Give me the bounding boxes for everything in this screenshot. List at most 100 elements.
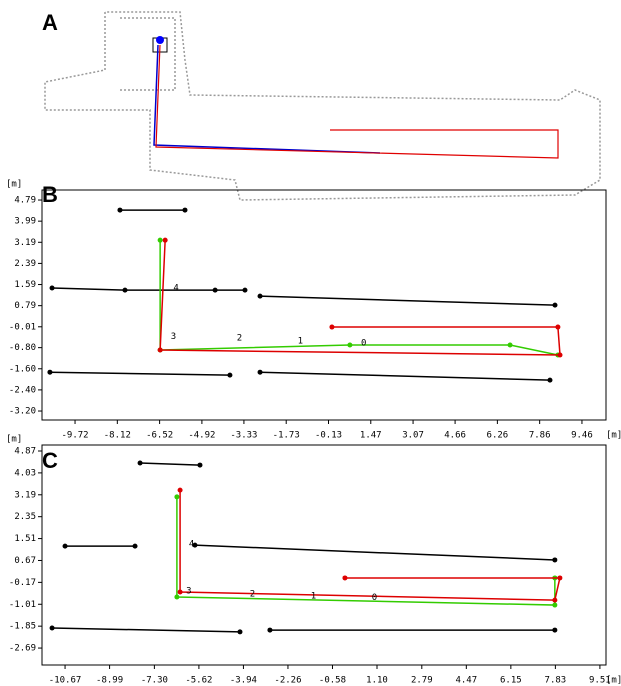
- x-tick-label: 3.07: [402, 431, 424, 441]
- y-tick-label: 3.99: [14, 217, 36, 227]
- y-tick-label: -0.80: [9, 343, 36, 353]
- node: [47, 370, 52, 375]
- node: [552, 303, 557, 308]
- y-tick-label: 0.79: [14, 301, 36, 311]
- y-tick-label: 2.35: [14, 512, 36, 522]
- node: [267, 628, 272, 633]
- node-label: 1: [298, 337, 303, 347]
- panel-label: B: [42, 182, 58, 207]
- x-tick-label: 2.79: [411, 676, 433, 686]
- map-path-blue: [154, 45, 380, 153]
- node: [347, 343, 352, 348]
- y-tick-label: -1.85: [9, 622, 36, 632]
- node: [182, 208, 187, 213]
- series-line: [177, 497, 555, 605]
- series-line: [260, 296, 555, 305]
- x-tick-label: -0.13: [315, 431, 342, 441]
- x-tick-label: -9.72: [61, 431, 88, 441]
- x-tick-label: -1.73: [273, 431, 300, 441]
- node-label: 1: [311, 592, 316, 602]
- node-label: 4: [173, 283, 178, 293]
- node: [158, 348, 163, 353]
- node-label: 4: [189, 540, 194, 550]
- series-line: [52, 628, 240, 632]
- plot-frame: [42, 445, 606, 665]
- x-tick-label: -5.62: [185, 676, 212, 686]
- y-unit: [m]: [6, 435, 22, 445]
- y-tick-label: 0.67: [14, 556, 36, 566]
- x-tick-label: 4.66: [444, 431, 466, 441]
- x-tick-label: 1.47: [360, 431, 382, 441]
- map-room: [120, 18, 175, 90]
- series-line: [195, 545, 555, 560]
- x-unit: [m]: [606, 431, 621, 441]
- node: [163, 238, 168, 243]
- series-line: [180, 490, 560, 600]
- node: [178, 590, 183, 595]
- x-tick-label: 4.47: [455, 676, 477, 686]
- x-tick-label: 1.10: [366, 676, 388, 686]
- node: [174, 494, 179, 499]
- node-label: 3: [186, 586, 191, 596]
- node: [258, 294, 263, 299]
- node-label: 2: [250, 590, 255, 600]
- x-tick-label: 6.26: [487, 431, 509, 441]
- node: [213, 288, 218, 293]
- series-line: [50, 372, 230, 375]
- node: [174, 594, 179, 599]
- y-tick-label: 4.03: [14, 468, 36, 478]
- node: [197, 463, 202, 468]
- node: [552, 628, 557, 633]
- x-tick-label: 7.83: [545, 676, 567, 686]
- y-unit: [m]: [6, 180, 22, 190]
- x-tick-label: -0.58: [319, 676, 346, 686]
- y-tick-label: 4.87: [14, 446, 36, 456]
- node: [329, 325, 334, 330]
- node: [552, 557, 557, 562]
- y-tick-label: -1.60: [9, 364, 36, 374]
- node: [50, 625, 55, 630]
- x-tick-label: -10.67: [49, 676, 82, 686]
- map-start: [156, 36, 164, 44]
- y-tick-label: 4.79: [14, 196, 36, 206]
- x-unit: [m]: [606, 676, 621, 686]
- node: [178, 488, 183, 493]
- x-tick-label: -3.33: [230, 431, 257, 441]
- map-outline: [45, 12, 600, 200]
- node: [555, 325, 560, 330]
- node: [138, 460, 143, 465]
- node-label: 3: [171, 332, 176, 342]
- panel-label: C: [42, 448, 58, 473]
- node: [552, 603, 557, 608]
- x-tick-label: -4.92: [188, 431, 215, 441]
- node: [557, 575, 562, 580]
- y-tick-label: 1.59: [14, 280, 36, 290]
- y-tick-label: -0.17: [9, 578, 36, 588]
- node: [342, 575, 347, 580]
- node-label: 0: [361, 338, 366, 348]
- node: [552, 598, 557, 603]
- y-tick-label: 3.19: [14, 490, 36, 500]
- node: [122, 288, 127, 293]
- node: [508, 343, 513, 348]
- node-label: 0: [372, 593, 377, 603]
- series-line: [140, 463, 200, 465]
- y-tick-label: 1.51: [14, 534, 36, 544]
- y-tick-label: 3.19: [14, 238, 36, 248]
- node: [133, 544, 138, 549]
- y-tick-label: -2.69: [9, 644, 36, 654]
- series-line: [160, 240, 558, 355]
- node: [158, 238, 163, 243]
- node: [227, 373, 232, 378]
- y-tick-label: -1.01: [9, 600, 36, 610]
- y-tick-label: -0.01: [9, 322, 36, 332]
- x-tick-label: 7.86: [529, 431, 551, 441]
- x-tick-label: -8.99: [96, 676, 123, 686]
- map: [45, 12, 600, 200]
- node: [258, 370, 263, 375]
- y-tick-label: -2.40: [9, 385, 36, 395]
- x-tick-label: -2.26: [274, 676, 301, 686]
- node: [63, 544, 68, 549]
- node: [558, 353, 563, 358]
- y-tick-label: 2.39: [14, 259, 36, 269]
